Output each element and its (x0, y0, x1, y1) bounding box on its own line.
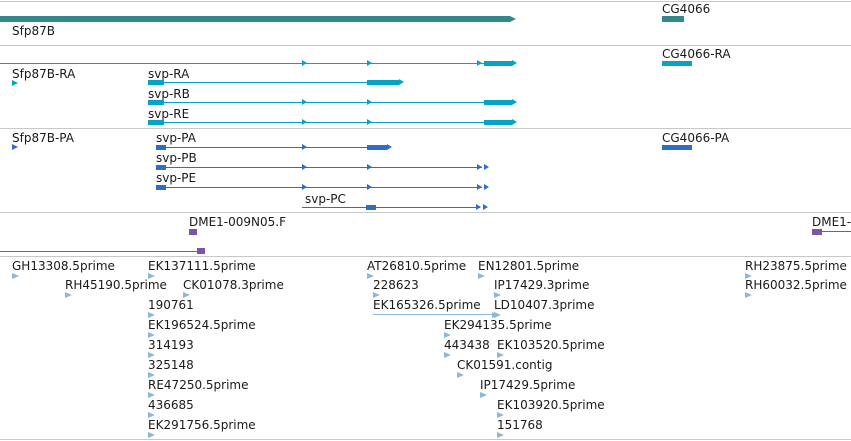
est-label: AT26810.5prime (367, 259, 467, 273)
transcript-label: svp-RB (148, 87, 190, 101)
gene-label: Sfp87B (12, 24, 55, 38)
est-feature[interactable] (444, 352, 451, 358)
est-label: CK01078.3prime (183, 278, 284, 292)
strand-arrow-icon (477, 60, 482, 66)
est-feature[interactable] (148, 392, 155, 398)
est-label: LD10407.3prime (494, 298, 595, 312)
est-label: RE47250.5prime (148, 378, 249, 392)
probe-label: DME1- (812, 215, 851, 229)
cds-feature-sfp87b-pa[interactable] (12, 144, 18, 150)
est-label: IP17429.5prime (480, 378, 576, 392)
track-separator (0, 256, 851, 257)
est-feature[interactable] (444, 332, 451, 338)
est-label: EK196524.5prime (148, 318, 256, 332)
est-feature[interactable] (497, 352, 504, 358)
cds-label: svp-PA (156, 131, 196, 145)
transcript-intron-line (0, 63, 512, 64)
probe-feature-end[interactable] (197, 248, 205, 254)
probe-feature-dme1-009n05[interactable] (189, 229, 197, 235)
probe-feature-line[interactable] (0, 251, 200, 252)
transcript-label: svp-RE (148, 107, 190, 121)
transcript-feature-svp-re[interactable] (148, 119, 520, 127)
cds-feature-svp-pa[interactable] (156, 144, 396, 152)
transcript-label: CG4066-RA (662, 47, 731, 61)
est-label: 151768 (497, 418, 543, 432)
est-label: EN12801.5prime (478, 259, 580, 273)
transcript-exon[interactable] (484, 61, 512, 66)
cds-label: svp-PE (156, 171, 197, 185)
est-feature[interactable] (497, 412, 504, 418)
est-feature[interactable] (367, 273, 374, 279)
est-feature[interactable] (497, 432, 504, 438)
est-feature[interactable] (745, 292, 752, 298)
est-feature[interactable] (148, 412, 155, 418)
est-label: GH13308.5prime (12, 259, 115, 273)
est-label: CK01591.contig (457, 358, 553, 372)
track-separator (0, 212, 851, 213)
track-separator (0, 128, 851, 129)
est-label: 190761 (148, 298, 194, 312)
est-label: EK165326.5prime (373, 298, 481, 312)
est-label: EK291756.5prime (148, 418, 256, 432)
gene-feature-sfp87b[interactable] (0, 15, 520, 22)
est-feature[interactable] (148, 273, 155, 279)
transcript-feature-svp-rb[interactable] (148, 99, 520, 107)
est-feature[interactable] (183, 292, 190, 298)
est-feature[interactable] (373, 292, 380, 298)
gene-label: CG4066 (662, 2, 711, 16)
est-feature[interactable] (148, 312, 155, 318)
est-feature[interactable] (478, 273, 485, 279)
cds-feature-svp-pc[interactable] (302, 204, 496, 212)
est-feature[interactable] (148, 352, 155, 358)
gene-feature-cg4066[interactable] (662, 16, 684, 22)
est-label: EK103520.5prime (497, 338, 605, 352)
cds-feature-svp-pe[interactable] (156, 184, 496, 192)
est-feature[interactable] (65, 292, 72, 298)
est-label: EK137111.5prime (148, 259, 256, 273)
cds-feature-cg4066-pa[interactable] (662, 145, 692, 150)
est-feature[interactable] (148, 432, 155, 438)
cds-label: CG4066-PA (662, 131, 730, 145)
transcript-feature-cg4066-ra[interactable] (662, 61, 692, 66)
probe-label: DME1-009N05.F (189, 215, 287, 229)
cds-label: svp-PC (305, 192, 346, 206)
probe-feature-dme1-right[interactable] (812, 229, 822, 235)
est-label: 314193 (148, 338, 194, 352)
strand-arrow-icon (302, 60, 307, 66)
est-feature[interactable] (480, 392, 487, 398)
strand-arrow-icon (367, 60, 372, 66)
cds-label: Sfp87B-PA (12, 131, 74, 145)
track-separator (0, 439, 851, 440)
est-label: 436685 (148, 398, 194, 412)
est-feature[interactable] (12, 273, 19, 279)
est-label: 443438 (444, 338, 490, 352)
strand-arrow-icon (512, 60, 517, 66)
est-feature[interactable] (494, 312, 501, 318)
est-feature[interactable] (148, 372, 155, 378)
est-label: EK294135.5prime (444, 318, 552, 332)
transcript-feature-sfp87b-ra[interactable] (12, 80, 18, 86)
probe-feature-line[interactable] (822, 231, 851, 232)
est-label: RH45190.5prime (65, 278, 167, 292)
cds-label: svp-PB (156, 151, 197, 165)
est-label: 325148 (148, 358, 194, 372)
est-feature[interactable] (745, 273, 752, 279)
est-label: EK103920.5prime (497, 398, 605, 412)
transcript-feature-svp-ra[interactable] (148, 79, 408, 87)
est-feature[interactable] (494, 292, 501, 298)
track-separator (0, 1, 851, 2)
est-label: 228623 (373, 278, 419, 292)
cds-feature-svp-pb[interactable] (156, 164, 496, 172)
transcript-label: svp-RA (148, 67, 190, 81)
est-feature[interactable] (148, 332, 155, 338)
track-separator (0, 45, 851, 46)
est-label: IP17429.3prime (494, 278, 590, 292)
est-feature[interactable] (457, 372, 464, 378)
transcript-label: Sfp87B-RA (12, 67, 76, 81)
est-label: RH60032.5prime (745, 278, 847, 292)
est-label: RH23875.5prime (745, 259, 847, 273)
